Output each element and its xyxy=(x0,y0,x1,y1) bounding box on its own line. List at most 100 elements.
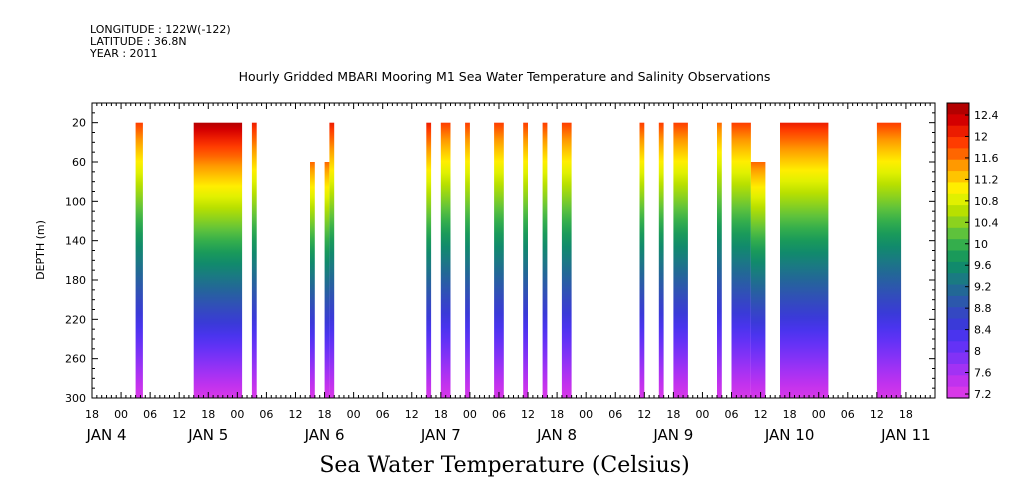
colorbar-label: 10 xyxy=(974,238,988,251)
colorbar-swatch xyxy=(947,148,969,161)
colorbar-label: 12 xyxy=(974,130,988,143)
temperature-column xyxy=(135,122,143,398)
x-tick-label: 06 xyxy=(143,408,157,421)
colorbar-label: 7.2 xyxy=(974,388,992,401)
colorbar-label: 8.4 xyxy=(974,324,992,337)
x-tick-label: 12 xyxy=(637,408,651,421)
x-day-label: JAN 10 xyxy=(764,426,815,444)
temperature-column xyxy=(426,122,432,398)
x-day-label: JAN 11 xyxy=(880,426,931,444)
colorbar-swatch xyxy=(947,239,969,252)
year-label: YEAR : 2011 xyxy=(90,47,158,60)
colorbar-swatch xyxy=(947,193,969,206)
colorbar-swatch xyxy=(947,182,969,195)
colorbar-swatch xyxy=(947,307,969,320)
colorbar-swatch xyxy=(947,171,969,184)
colorbar-label: 11.2 xyxy=(974,173,999,186)
chart-subtitle: Sea Water Temperature (Celsius) xyxy=(319,453,690,478)
x-tick-label: 00 xyxy=(812,408,826,421)
y-tick-label: 260 xyxy=(65,353,86,366)
x-tick-label: 06 xyxy=(492,408,506,421)
y-tick-label: 60 xyxy=(72,156,86,169)
temperature-column xyxy=(440,122,451,398)
colorbar-swatch xyxy=(947,295,969,308)
y-axis-label: DEPTH (m) xyxy=(34,220,47,280)
colorbar-label: 8 xyxy=(974,345,981,358)
latitude-label: LATITUDE : 36.8N xyxy=(90,35,187,48)
colorbar-swatch xyxy=(947,103,969,115)
x-tick-label: 00 xyxy=(114,408,128,421)
x-tick-label: 00 xyxy=(579,408,593,421)
y-tick-label: 220 xyxy=(65,313,86,326)
x-tick-label: 00 xyxy=(230,408,244,421)
colorbar-label: 12.4 xyxy=(974,109,999,122)
colorbar-swatch xyxy=(947,261,969,274)
x-day-label: JAN 7 xyxy=(420,426,461,444)
y-tick-label: 20 xyxy=(72,117,86,130)
y-tick-label: 100 xyxy=(65,195,86,208)
colorbar-swatch xyxy=(947,363,969,376)
temperature-column xyxy=(780,122,829,398)
colorbar-label: 10.8 xyxy=(974,195,999,208)
x-tick-label: 18 xyxy=(783,408,797,421)
x-day-label: JAN 5 xyxy=(187,426,228,444)
temperature-column xyxy=(658,122,664,398)
x-tick-label: 12 xyxy=(754,408,768,421)
temperature-column xyxy=(639,122,645,398)
colorbar-swatch xyxy=(947,216,969,229)
colorbar-label: 7.6 xyxy=(974,367,992,380)
colorbar-label: 11.6 xyxy=(974,152,999,165)
longitude-label: LONGITUDE : 122W(-122) xyxy=(90,23,231,36)
colorbar-swatch xyxy=(947,318,969,331)
temperature-column xyxy=(494,122,504,398)
colorbar-label: 9.6 xyxy=(974,259,992,272)
temperature-column xyxy=(731,122,751,398)
x-tick-label: 06 xyxy=(725,408,739,421)
colorbar-swatch xyxy=(947,125,969,138)
temperature-column xyxy=(310,162,315,398)
temperature-column xyxy=(329,122,335,398)
x-tick-label: 18 xyxy=(85,408,99,421)
temperature-column xyxy=(673,122,688,398)
temperature-column xyxy=(251,122,257,398)
colorbar-swatch xyxy=(947,137,969,149)
colorbar-swatch xyxy=(947,273,969,286)
x-tick-label: 00 xyxy=(463,408,477,421)
colorbar-label: 8.8 xyxy=(974,302,992,315)
temperature-column xyxy=(542,122,548,398)
x-day-label: JAN 9 xyxy=(652,426,693,444)
chart-title: Hourly Gridded MBARI Mooring M1 Sea Wate… xyxy=(238,69,771,84)
temperature-column xyxy=(750,162,766,398)
x-tick-label: 18 xyxy=(899,408,913,421)
axes: 20 60 100 140 180 220 260 300 18 00 06 12 18 00 06 12 18… xyxy=(65,102,936,444)
colorbar-swatch xyxy=(947,159,969,172)
x-tick-label: 06 xyxy=(608,408,622,421)
x-day-label: JAN 4 xyxy=(86,426,127,444)
colorbar: 12.4 12 11.6 11.2 10.8 10.4 10 9.6 9.2 8.8 8.4 8 7.6… xyxy=(946,102,999,401)
x-tick-label: 06 xyxy=(259,408,273,421)
colorbar-swatch xyxy=(947,284,969,297)
colorbar-swatch xyxy=(947,329,969,342)
colorbar-swatch xyxy=(947,250,969,263)
temperature-column xyxy=(876,122,902,398)
x-tick-label: 12 xyxy=(870,408,884,421)
x-tick-label: 18 xyxy=(550,408,564,421)
position-info: LONGITUDE : 122W(-122) LATITUDE : 36.8N … xyxy=(90,24,231,60)
x-tick-label: 00 xyxy=(695,408,709,421)
colorbar-swatch xyxy=(947,341,969,354)
x-tick-label: 18 xyxy=(434,408,448,421)
colorbar-swatch xyxy=(947,114,969,127)
x-tick-label: 12 xyxy=(288,408,302,421)
temperature-column xyxy=(523,122,528,398)
x-tick-label: 18 xyxy=(201,408,215,421)
x-tick-label: 06 xyxy=(841,408,855,421)
colorbar-swatch xyxy=(947,227,969,240)
temperature-column xyxy=(324,162,330,398)
colorbar-swatch xyxy=(947,352,969,365)
colorbar-label: 9.2 xyxy=(974,281,992,294)
colorbar-swatch xyxy=(947,386,969,399)
x-tick-label: 18 xyxy=(318,408,332,421)
x-tick-label: 06 xyxy=(376,408,390,421)
colorbar-label: 10.4 xyxy=(974,216,999,229)
